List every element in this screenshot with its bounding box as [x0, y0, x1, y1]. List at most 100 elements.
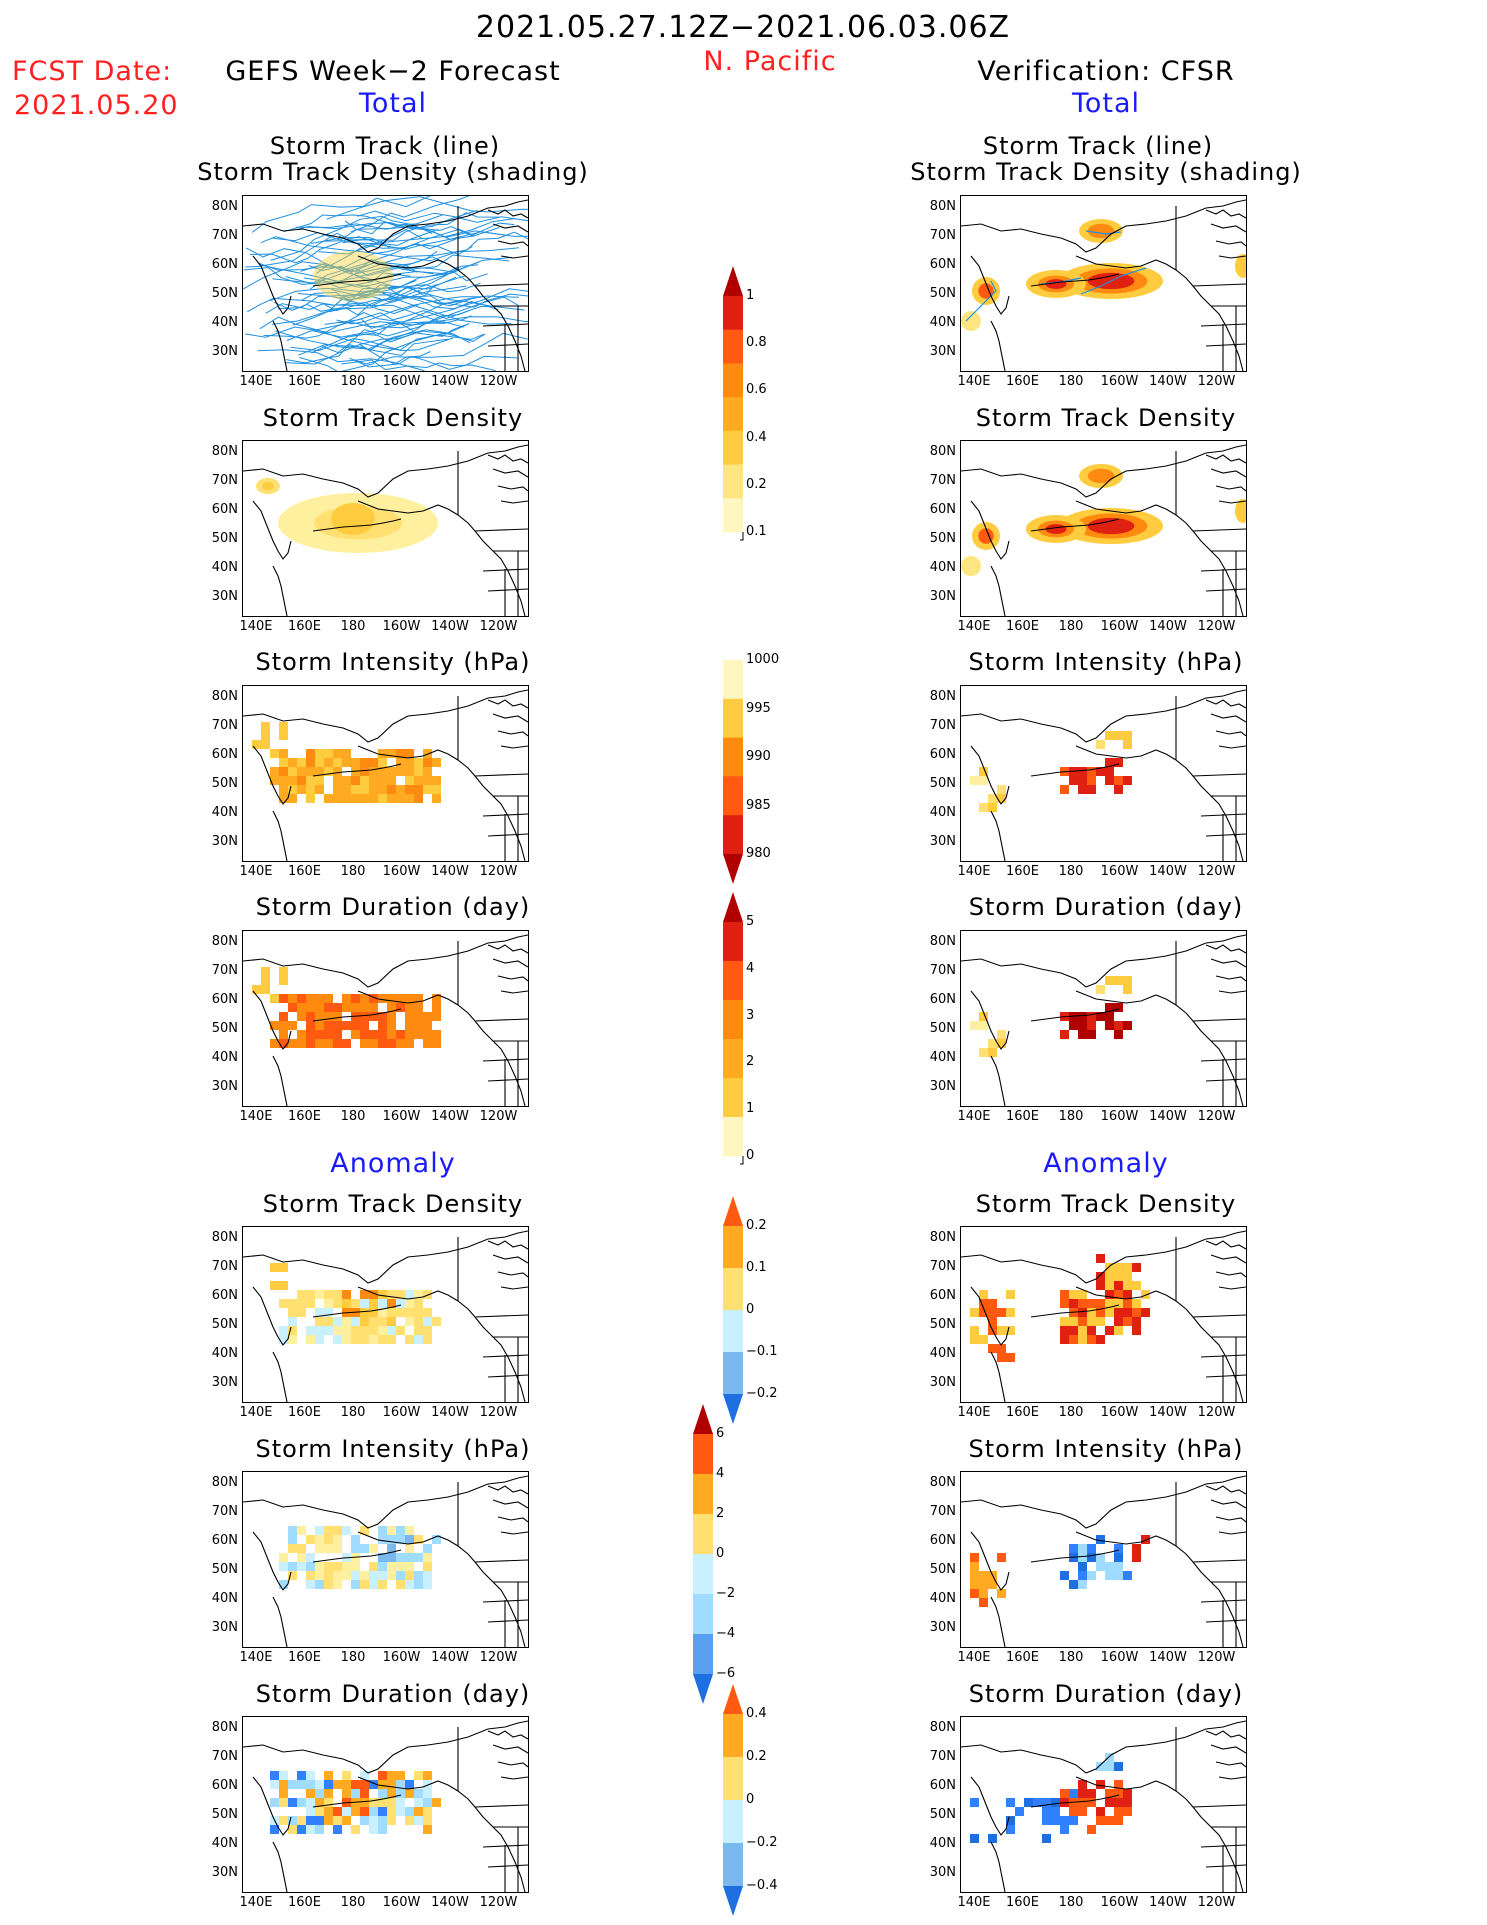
- lat-tick-label: 40N: [929, 1346, 956, 1361]
- lat-tick-label: 70N: [929, 473, 956, 488]
- lon-tick-label: 140W: [431, 1405, 469, 1420]
- left-track-density-map: [242, 440, 529, 617]
- lon-tick-label: 140E: [239, 619, 273, 634]
- colorbar-tick-label: 990: [746, 749, 771, 764]
- lon-tick-label: 160W: [382, 1109, 421, 1124]
- lat-tick-label: 30N: [211, 834, 238, 849]
- colorbar-tick-label: −6: [716, 1666, 736, 1681]
- lon-tick-label: 140E: [239, 1405, 273, 1420]
- colorbar-tick-label: 0.6: [746, 382, 767, 398]
- right-title-track-density-shading: Storm Track Density (shading): [910, 158, 1302, 186]
- lon-tick-label: 120W: [1197, 1405, 1236, 1420]
- lon-tick-label: 160E: [1005, 1895, 1040, 1910]
- lat-tick-label: 30N: [929, 1375, 956, 1390]
- left-intensity-map: [242, 685, 529, 862]
- lon-tick-label: 180: [340, 1895, 366, 1910]
- lon-tick-label: 140W: [1149, 864, 1187, 879]
- lat-tick-label: 40N: [929, 315, 956, 330]
- colorbar-density-total: [718, 262, 778, 542]
- lat-tick-label: 40N: [211, 1050, 238, 1065]
- lon-tick-label: 140W: [1149, 1109, 1187, 1124]
- lat-tick-label: 30N: [211, 589, 238, 604]
- left-title-anom-intensity: Storm Intensity (hPa): [255, 1435, 531, 1463]
- lon-tick-label: 180: [340, 864, 366, 879]
- lon-tick-label: 140W: [431, 1895, 469, 1910]
- lon-tick-label: 160W: [1100, 374, 1139, 389]
- lon-tick-label: 140W: [1149, 1895, 1187, 1910]
- lat-tick-label: 50N: [211, 286, 238, 301]
- lon-tick-label: 140W: [431, 1109, 469, 1124]
- left-anom-intensity-map: [242, 1471, 529, 1648]
- left-title-anom-track-density: Storm Track Density: [262, 1190, 524, 1218]
- lon-tick-label: 160W: [1100, 619, 1139, 634]
- lat-tick-label: 50N: [929, 1562, 956, 1577]
- colorbar-intensity-total: [718, 650, 788, 888]
- colorbar-tick-label: 2: [746, 1054, 755, 1070]
- lat-tick-label: 60N: [929, 1533, 956, 1548]
- lon-tick-label: 160W: [382, 619, 421, 634]
- lat-tick-label: 70N: [211, 228, 238, 243]
- lat-tick-label: 40N: [211, 1346, 238, 1361]
- colorbar-tick-label: −0.4: [746, 1878, 778, 1893]
- lat-tick-label: 30N: [929, 1865, 956, 1880]
- lon-tick-label: 180: [1058, 1109, 1084, 1124]
- lon-tick-label: 160W: [382, 864, 421, 879]
- colorbar-tick-label: 1000: [746, 652, 780, 667]
- lon-tick-label: 140W: [431, 1650, 469, 1665]
- lat-tick-label: 40N: [211, 805, 238, 820]
- left-anom-duration-map: [242, 1716, 529, 1893]
- left-title-track-line: Storm Track (line): [269, 132, 501, 160]
- left-anomaly-label: Anomaly: [330, 1148, 456, 1179]
- lat-tick-label: 70N: [211, 963, 238, 978]
- colorbar-tick-label: −0.2: [746, 1835, 778, 1850]
- lat-tick-label: 80N: [929, 934, 956, 949]
- right-title-track-line: Storm Track (line): [982, 132, 1214, 160]
- lat-tick-label: 60N: [211, 992, 238, 1007]
- lat-tick-label: 60N: [211, 1288, 238, 1303]
- colorbar-tick-label: 5: [746, 914, 755, 929]
- lon-tick-label: 160W: [382, 1895, 421, 1910]
- lon-tick-label: 140E: [957, 1109, 991, 1124]
- colorbar-tick-label: 0.1: [746, 524, 767, 539]
- lon-tick-label: 140E: [957, 1650, 991, 1665]
- lat-tick-label: 70N: [929, 1504, 956, 1519]
- left-total-label: Total: [358, 88, 428, 119]
- lat-tick-label: 50N: [929, 776, 956, 791]
- lon-tick-label: 140E: [957, 1895, 991, 1910]
- lat-tick-label: 80N: [211, 689, 238, 704]
- lat-tick-label: 80N: [211, 1230, 238, 1245]
- lat-tick-label: 30N: [929, 834, 956, 849]
- lat-tick-label: 40N: [211, 1836, 238, 1851]
- lon-tick-label: 120W: [479, 1895, 518, 1910]
- colorbar-tick-label: 4: [746, 960, 755, 976]
- lat-tick-label: 40N: [211, 560, 238, 575]
- lat-tick-label: 50N: [211, 1562, 238, 1577]
- lon-tick-label: 160W: [382, 1405, 421, 1420]
- date-range-title: 2021.05.27.12Z−2021.06.03.06Z: [475, 10, 1011, 45]
- lon-tick-label: 180: [340, 374, 366, 389]
- right-title-anom-duration: Storm Duration (day): [968, 1680, 1244, 1708]
- lon-tick-label: 160E: [287, 1650, 322, 1665]
- colorbar-tick-label: −4: [716, 1626, 736, 1641]
- left-title-anom-duration: Storm Duration (day): [255, 1680, 531, 1708]
- lon-tick-label: 120W: [479, 1109, 518, 1124]
- right-anom-intensity-map: [960, 1471, 1247, 1648]
- colorbar-tick-label: 0.4: [746, 1706, 767, 1721]
- lon-tick-label: 160W: [382, 374, 421, 389]
- lon-tick-label: 140E: [957, 864, 991, 879]
- colorbar-intensity-anom: [688, 1400, 758, 1708]
- lon-tick-label: 140W: [431, 864, 469, 879]
- lat-tick-label: 80N: [211, 1720, 238, 1735]
- lon-tick-label: 160E: [1005, 1109, 1040, 1124]
- lat-tick-label: 30N: [211, 1079, 238, 1094]
- lat-tick-label: 70N: [929, 718, 956, 733]
- lon-tick-label: 180: [340, 1109, 366, 1124]
- colorbar-tick-label: −2: [716, 1586, 736, 1601]
- lat-tick-label: 60N: [211, 747, 238, 762]
- left-track-line-map: [242, 195, 529, 372]
- right-duration-map: [960, 930, 1247, 1107]
- lon-tick-label: 160E: [287, 864, 322, 879]
- colorbar-tick-label: 995: [746, 700, 771, 716]
- lat-tick-label: 30N: [929, 1620, 956, 1635]
- lat-tick-label: 50N: [211, 1807, 238, 1822]
